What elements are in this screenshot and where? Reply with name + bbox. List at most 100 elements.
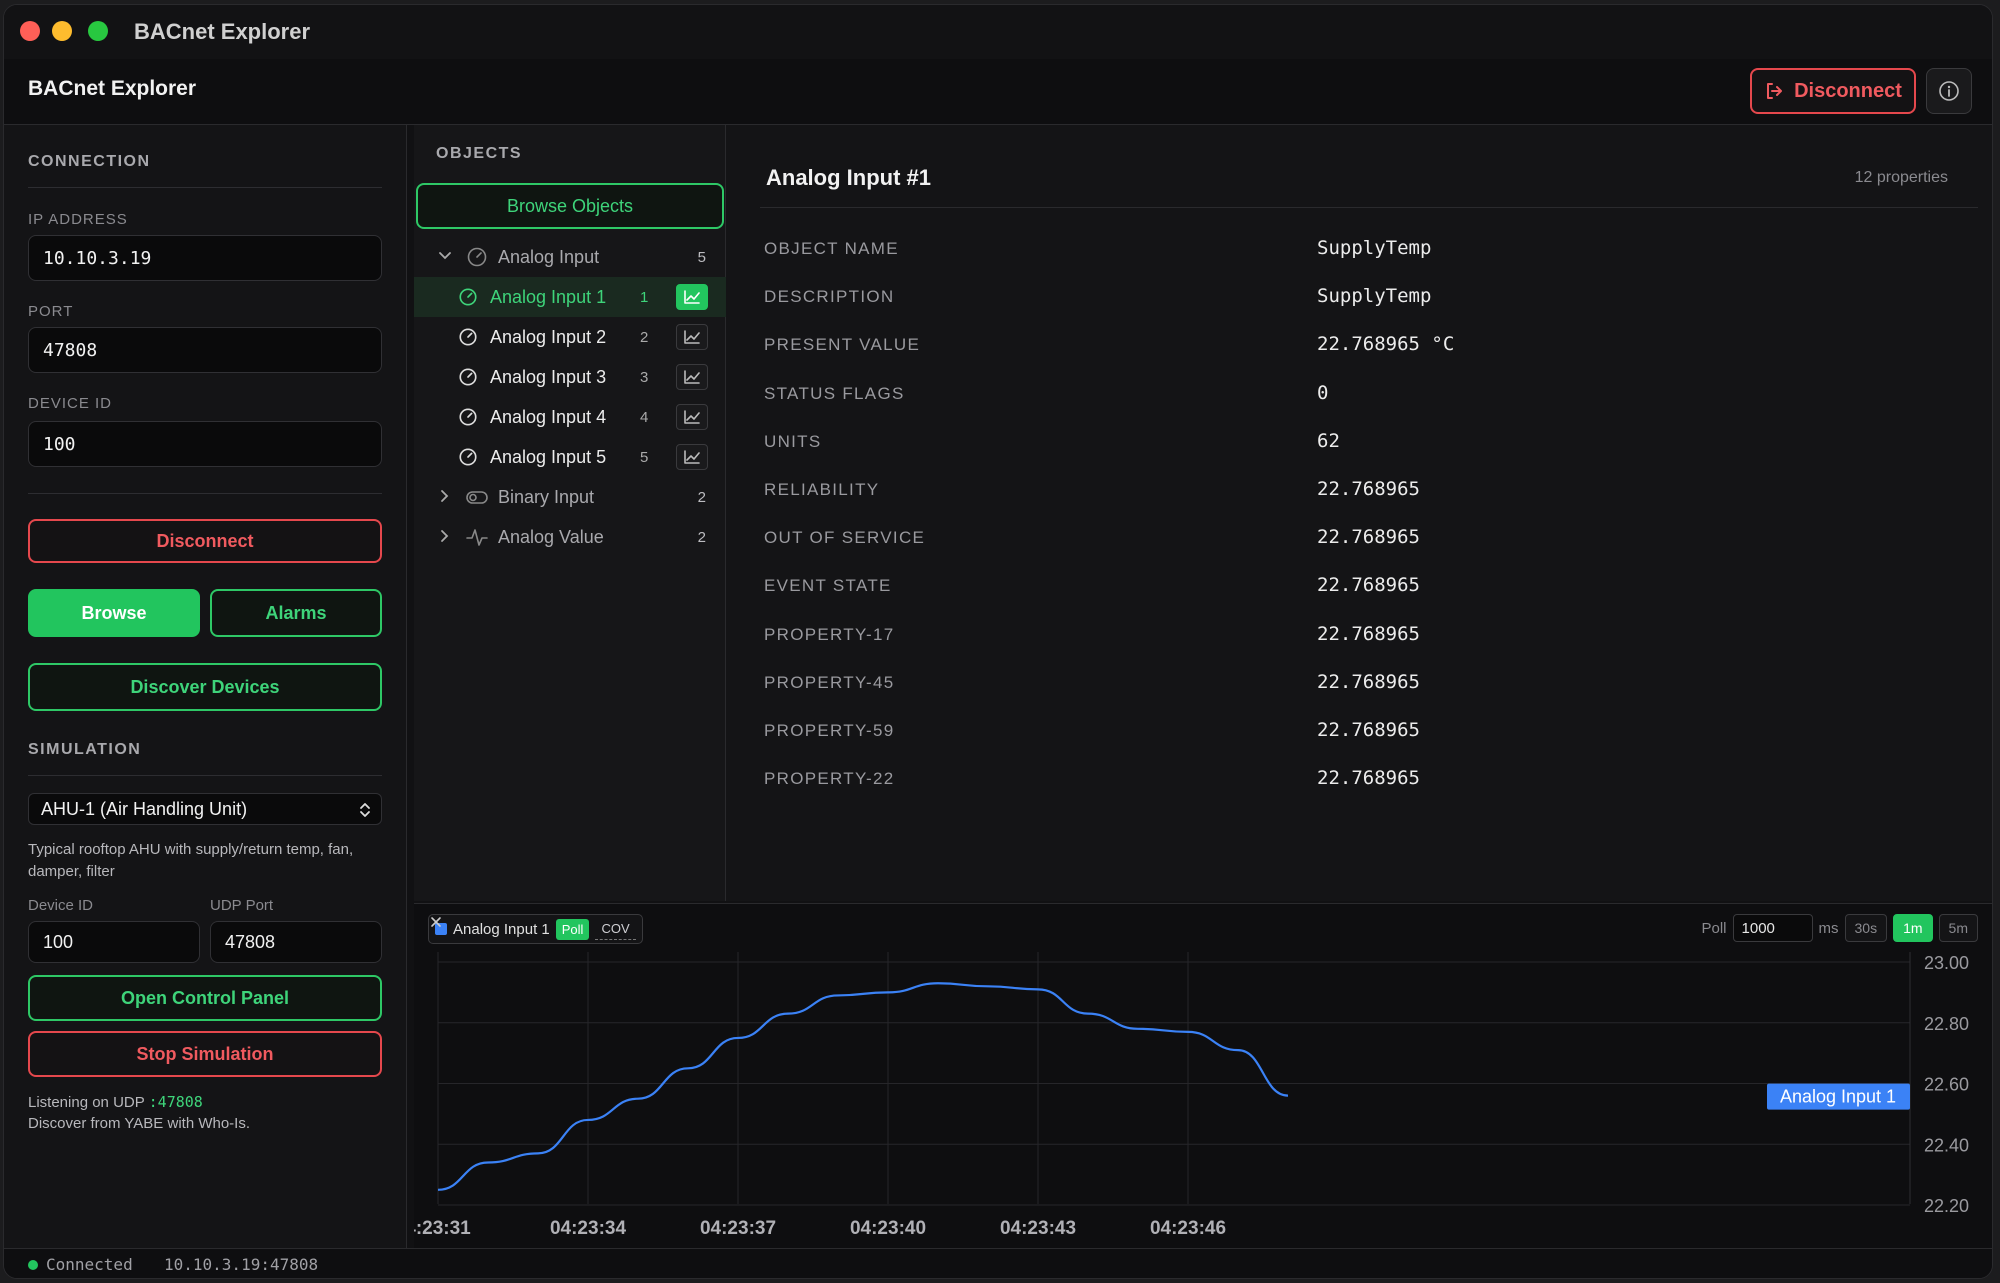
property-value: 22.768965 [1317, 478, 1420, 500]
divider [28, 187, 382, 188]
gauge-icon [467, 247, 487, 267]
tree-item-analog-input-3[interactable]: Analog Input 3 3 [414, 357, 726, 397]
range-5m-button[interactable]: 5m [1938, 914, 1978, 942]
tree-item-label: Analog Input 2 [490, 326, 607, 347]
property-key: PROPERTY-22 [764, 769, 895, 789]
ip-address-input[interactable]: 10.10.3.19 [28, 235, 382, 281]
property-key: UNITS [764, 431, 822, 451]
x-tick-label: 04:23:46 [1150, 1218, 1226, 1239]
property-value: SupplyTemp [1317, 237, 1432, 259]
header-disconnect-label: Disconnect [1794, 79, 1902, 102]
alarms-button[interactable]: Alarms [210, 589, 382, 637]
divider [28, 775, 382, 776]
close-icon[interactable] [429, 915, 443, 929]
browse-button[interactable]: Browse [28, 589, 200, 637]
sim-udp-port-input[interactable]: 47808 [210, 921, 382, 963]
app-header: BACnet Explorer Disconnect [4, 59, 1992, 125]
connection-status-text: Connected [46, 1255, 133, 1274]
simulation-select-value: AHU-1 (Air Handling Unit) [41, 798, 248, 819]
gauge-icon [459, 288, 477, 306]
property-key: PRESENT VALUE [764, 335, 921, 355]
poll-label: Poll [1701, 919, 1727, 937]
range-30s-button[interactable]: 30s [1844, 914, 1888, 942]
poll-mode-button[interactable]: Poll [555, 918, 590, 940]
trend-chart-button[interactable] [676, 364, 708, 390]
property-value: 22.768965 [1317, 574, 1420, 597]
trend-chart-button[interactable] [676, 444, 708, 470]
trend-chart: 23.00 22.80 22.60 22.40 22.20 4:23:31 04:23:34… [414, 952, 1969, 1239]
tree-item-analog-input-5[interactable]: Analog Input 5 5 [414, 437, 726, 477]
gauge-icon [459, 368, 477, 386]
sim-device-id-input[interactable]: 100 [28, 921, 200, 963]
property-value: 22.768965 [1317, 622, 1420, 645]
header-disconnect-button[interactable]: Disconnect [1750, 68, 1916, 114]
port-input[interactable]: 47808 [28, 327, 382, 373]
trend-chart-panel: Analog Input 1 Poll COV Poll 1000 ms 30s… [414, 903, 1992, 1248]
tree-group-analog-value[interactable]: Analog Value 2 [414, 517, 726, 557]
tree-group-analog-input[interactable]: Analog Input 5 [414, 237, 726, 277]
property-key: PROPERTY-59 [764, 721, 895, 740]
y-tick-label: 22.60 [1924, 1075, 1969, 1095]
connection-endpoint: 10.10.3.19:47808 [164, 1255, 319, 1274]
connection-panel: CONNECTION IP ADDRESS 10.10.3.19 PORT 47… [4, 125, 407, 1248]
tree-item-label: Analog Input 3 [490, 366, 607, 387]
simulation-section-title: SIMULATION [28, 741, 142, 758]
object-details-panel: Analog Input #1 12 properties OBJECT NAM… [726, 125, 1992, 901]
series-color-swatch [435, 923, 447, 935]
disconnect-button[interactable]: Disconnect [28, 519, 382, 563]
gauge-icon [459, 448, 477, 466]
header-title: BACnet Explorer [28, 77, 197, 100]
x-tick-label: 04:23:43 [1000, 1218, 1076, 1239]
sim-device-id-label: Device ID [28, 897, 94, 914]
property-value: 22.768965 [1317, 670, 1420, 693]
line-chart-icon [684, 330, 700, 344]
property-value: 0 [1317, 381, 1329, 404]
x-tick-label: 4:23:31 [414, 1218, 471, 1239]
property-value: 22.768965 [1317, 719, 1420, 741]
tree-item-analog-input-1[interactable]: Analog Input 1 1 [414, 277, 726, 317]
open-control-panel-button[interactable]: Open Control Panel [28, 975, 382, 1021]
browse-objects-button[interactable]: Browse Objects [416, 183, 724, 229]
chevron-down-icon [439, 252, 451, 260]
trend-chart-button[interactable] [676, 404, 708, 430]
info-button[interactable] [1926, 68, 1972, 114]
y-tick-label: 22.20 [1924, 1196, 1969, 1216]
maximize-window-button[interactable] [88, 21, 108, 41]
discover-devices-button[interactable]: Discover Devices [28, 663, 382, 711]
tree-item-id: 5 [640, 448, 649, 466]
cov-mode-button[interactable]: COV [595, 918, 636, 940]
toggle-icon [466, 491, 488, 504]
app-window: BACnet Explorer BACnet Explorer Disconne… [3, 4, 1993, 1279]
minimize-window-button[interactable] [52, 21, 72, 41]
tree-item-label: Analog Input 5 [490, 446, 607, 467]
property-value: 22.768965 °C [1317, 333, 1455, 356]
device-id-input[interactable]: 100 [28, 421, 382, 467]
tree-group-count: 2 [697, 528, 706, 546]
pulse-icon [466, 529, 488, 546]
x-tick-label: 04:23:37 [700, 1218, 776, 1239]
tree-item-analog-input-4[interactable]: Analog Input 4 4 [414, 397, 726, 437]
title-bar: BACnet Explorer [4, 5, 1992, 59]
trend-chart-button[interactable] [676, 324, 708, 350]
close-window-button[interactable] [20, 21, 40, 41]
range-1m-button[interactable]: 1m [1893, 914, 1933, 942]
select-chevrons-icon [360, 803, 370, 817]
stop-simulation-button[interactable]: Stop Simulation [28, 1031, 382, 1077]
simulation-device-select[interactable]: AHU-1 (Air Handling Unit) [28, 793, 382, 825]
logout-icon [1767, 83, 1783, 99]
connection-section-title: CONNECTION [28, 153, 151, 170]
poll-interval-input[interactable]: 1000 [1732, 914, 1813, 942]
property-key: PROPERTY-45 [764, 672, 895, 692]
chevron-right-icon [441, 490, 449, 502]
objects-panel: OBJECTS Browse Objects Analog Input 5 An… [414, 125, 726, 901]
tree-item-analog-input-2[interactable]: Analog Input 2 2 [414, 317, 726, 357]
gauge-icon [459, 408, 477, 426]
trend-chart-button[interactable] [676, 284, 708, 310]
device-id-label: DEVICE ID [28, 395, 113, 412]
y-tick-label: 22.80 [1924, 1014, 1969, 1034]
property-key: STATUS FLAGS [764, 383, 905, 403]
property-key: EVENT STATE [764, 576, 892, 596]
tree-item-id: 2 [640, 328, 649, 346]
tree-group-binary-input[interactable]: Binary Input 2 [414, 477, 726, 517]
tree-item-id: 1 [640, 288, 649, 306]
